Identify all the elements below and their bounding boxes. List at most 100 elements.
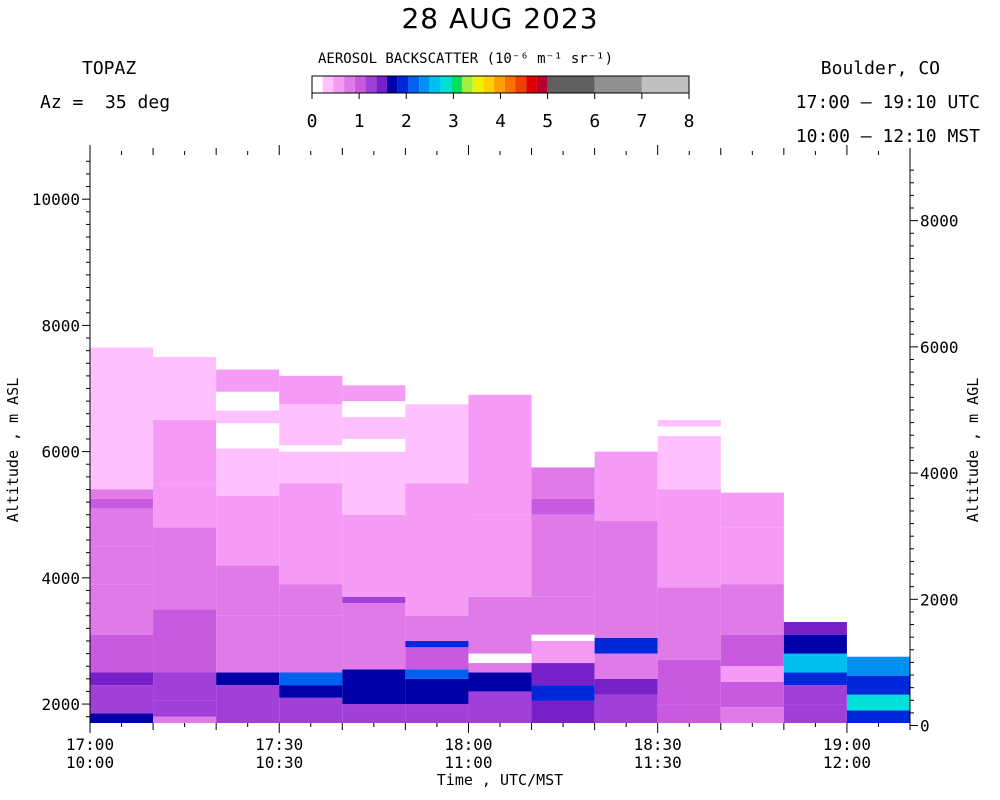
y-tick-label-right: 8000 (920, 212, 959, 231)
heatmap-cell (279, 672, 343, 686)
heatmap-cell (405, 404, 469, 484)
colorbar-swatch (344, 76, 355, 93)
heatmap-cell (846, 675, 910, 695)
heatmap-cell (153, 672, 217, 701)
location-label: Boulder, CO (820, 58, 940, 79)
heatmap-cell (405, 669, 469, 679)
colorbar-swatch (472, 76, 484, 93)
colorbar-tick-label: 0 (307, 111, 318, 132)
utc-range-label: 17:00 – 19:10 UTC (795, 92, 980, 113)
y-tick-label-right: 0 (920, 717, 930, 736)
y-tick-label-left: 10000 (32, 190, 80, 209)
colorbar-tick-label: 5 (542, 111, 553, 132)
y-tick-label-right: 6000 (920, 338, 959, 357)
colorbar-tick-label: 7 (636, 111, 647, 132)
y-tick-label-left: 2000 (41, 695, 80, 714)
heatmap-cell (342, 416, 406, 439)
colorbar-swatch (594, 76, 642, 93)
heatmap-cell (594, 521, 658, 591)
x-tick-label-utc: 17:30 (255, 735, 303, 754)
heatmap-cell (531, 700, 595, 723)
colorbar-swatch (494, 76, 505, 93)
colorbar-swatch (461, 76, 473, 93)
heatmap-cell (720, 492, 784, 528)
x-tick-label-utc: 18:00 (444, 735, 492, 754)
x-tick-label-utc: 17:00 (66, 735, 114, 754)
heatmap-cell (405, 678, 469, 705)
heatmap-cell (531, 596, 595, 635)
colorbar-tick-label: 8 (684, 111, 695, 132)
heatmap-cell (468, 672, 532, 692)
heatmap-cell (720, 681, 784, 708)
heatmap-cell (720, 707, 784, 723)
heatmap-cell (216, 685, 280, 723)
heatmap-cell (90, 521, 154, 547)
x-tick-label-mst: 12:00 (823, 753, 871, 772)
heatmap-cell (846, 710, 910, 723)
mst-range-label: 10:00 – 12:10 MST (795, 126, 980, 147)
heatmap-cell (153, 571, 217, 610)
colorbar-swatch (536, 76, 548, 93)
heatmap-cell (90, 685, 154, 714)
y-axis-label-right: Altitude , m AGL (964, 378, 982, 523)
colorbar-swatch (419, 76, 430, 93)
heatmap-cell (531, 498, 595, 515)
heatmap-cell (90, 672, 154, 686)
heatmap-cell (90, 347, 154, 439)
heatmap-cell (657, 420, 721, 427)
heatmap-cell (594, 694, 658, 723)
heatmap-cell (405, 615, 469, 641)
heatmap-cell (594, 678, 658, 695)
chart-title: 28 AUG 2023 (401, 2, 599, 35)
x-tick-label-mst: 10:00 (66, 753, 114, 772)
y-axis-label-left: Altitude , m ASL (4, 378, 22, 523)
x-tick-label-mst: 10:30 (255, 753, 303, 772)
heatmap-cell (216, 423, 280, 449)
heatmap-cell (153, 420, 217, 484)
y-tick-label-right: 4000 (920, 464, 959, 483)
heatmap-cell (783, 622, 847, 635)
heatmap-cell (594, 590, 658, 638)
heatmap-cell (657, 704, 721, 723)
colorbar-swatch (526, 76, 537, 93)
y-tick-label-left: 8000 (41, 316, 80, 335)
y-tick-label-left: 6000 (41, 443, 80, 462)
heatmap-cell (90, 439, 154, 490)
x-tick-label-mst: 11:00 (444, 753, 492, 772)
colorbar-tick-label: 4 (495, 111, 506, 132)
heatmap-cell (783, 634, 847, 654)
colorbar-swatch (547, 76, 595, 93)
heatmap-cell (342, 704, 406, 723)
heatmap-cell (657, 659, 721, 705)
heatmap-cell (405, 704, 469, 723)
heatmap-cell (342, 669, 406, 705)
colorbar-swatch (440, 76, 452, 93)
heatmap-cell (279, 451, 343, 484)
heatmap-cell (405, 640, 469, 648)
heatmap-cell (657, 426, 721, 436)
heatmap-cell (279, 375, 343, 405)
heatmap-cell (153, 527, 217, 572)
heatmap-cell (846, 656, 910, 676)
heatmap-cell (342, 439, 406, 452)
heatmap-cell (279, 615, 343, 673)
heatmap-cell (468, 514, 532, 597)
heatmap-cell (216, 615, 280, 673)
heatmap-cell (594, 451, 658, 522)
colorbar-swatch (397, 76, 409, 93)
colorbar-swatch (483, 76, 495, 93)
heatmap-cell (153, 483, 217, 528)
azimuth-label: Az = 35 deg (40, 92, 171, 113)
heatmap-cell (153, 716, 217, 723)
x-tick-label-utc: 18:30 (634, 735, 682, 754)
colorbar-swatch (515, 76, 527, 93)
heatmap-cell (153, 356, 217, 421)
heatmap-cell (90, 489, 154, 499)
heatmap-cell (216, 448, 280, 496)
heatmap-cell (216, 565, 280, 616)
heatmap-cell (720, 584, 784, 635)
heatmap-cell (720, 634, 784, 667)
colorbar-swatch (641, 76, 689, 93)
heatmap-cell (405, 483, 469, 616)
heatmap-cell (216, 369, 280, 392)
